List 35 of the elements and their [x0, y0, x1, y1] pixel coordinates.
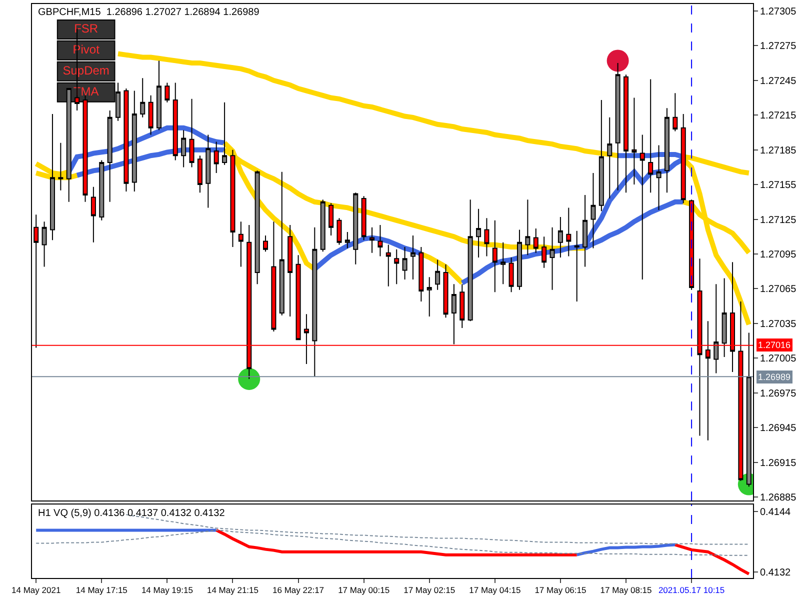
y-tick-label: 1.26885 — [760, 492, 797, 504]
y-tick-label: 1.27125 — [760, 214, 797, 226]
annotation: Pivot — [72, 42, 100, 56]
y-tick-label: 1.27155 — [760, 180, 797, 192]
annotation: SupDem — [62, 63, 110, 78]
x-tick-label: 14 May 17:15 — [76, 585, 128, 596]
x-tick-label: 14 May 19:15 — [141, 585, 194, 596]
chart-title: H1 VQ (5,9) 0.4136 0.4137 0.4132 0.4132 — [38, 508, 226, 519]
chart-title: GBPCHF,M15 1.26896 1.27027 1.26894 1.26989 — [38, 7, 260, 18]
y-tick-label: 1.26945 — [760, 423, 797, 434]
x-tick-label: 17 May 08:15 — [600, 585, 652, 596]
y-tick-label: 0.4132 — [760, 567, 792, 578]
x-tick-label: 17 May 00:15 — [338, 585, 390, 596]
y-tick-label: 0.4144 — [760, 507, 792, 518]
x-tick-label: 17 May 02:15 — [404, 585, 456, 596]
y-tick-label: 1.26915 — [760, 458, 797, 469]
x-tick-label: 17 May 04:15 — [469, 585, 521, 596]
y-tick-label: 1.27095 — [760, 249, 797, 260]
x-tick-label: 16 May 22:17 — [272, 585, 324, 596]
x-tick-label: 14 May 21:15 — [206, 585, 259, 596]
y-tick-label: 1.27005 — [760, 354, 797, 365]
y-tick-label: 1.27245 — [760, 76, 797, 87]
y-tick-label: 1.27065 — [760, 284, 797, 296]
annotation: FSR — [74, 21, 98, 36]
y-tick-label: 1.27185 — [760, 145, 797, 156]
y-tick-label: 1.27035 — [760, 318, 797, 330]
y-tick-label: 1.27305 — [760, 6, 797, 18]
x-tick-label: 2021.05.17 10:15 — [658, 585, 725, 596]
ref-line-label: 1.26989 — [758, 372, 791, 382]
x-tick-label: 14 May 2021 — [12, 585, 61, 596]
y-tick-label: 1.27215 — [760, 110, 797, 122]
ref-line-label: 1.27016 — [758, 340, 791, 350]
y-tick-label: 1.27275 — [760, 41, 797, 52]
y-tick-label: 1.26975 — [760, 388, 797, 400]
x-tick-label: 17 May 06:15 — [534, 585, 586, 596]
